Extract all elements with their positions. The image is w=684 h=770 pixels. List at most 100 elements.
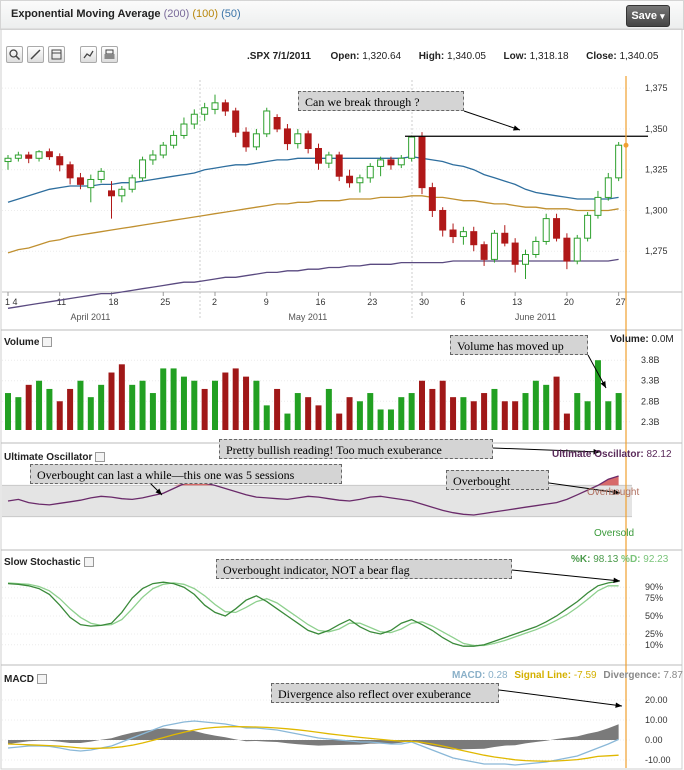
arrow-break-head: [513, 125, 520, 131]
candle-body-41: [428, 187, 436, 211]
stochastic-label: Slow Stochastic: [4, 557, 81, 568]
candle-body-27: [283, 128, 291, 145]
candle-body-34: [356, 177, 364, 184]
volume-panel-label: Volume: [4, 337, 53, 348]
x-tick-label-6: 16: [316, 297, 326, 307]
ema50-line: [7, 155, 619, 203]
volume-bar-8: [87, 397, 94, 430]
x-tick-label-7: 23: [367, 297, 377, 307]
volume-bar-57: [594, 360, 601, 430]
indicator-title: Exponential Moving Average (200) (100) (…: [11, 8, 241, 20]
volume-bar-23: [243, 376, 250, 430]
ultimate-line: [7, 475, 619, 516]
candle-body-10: [108, 190, 115, 197]
candle-body-1: [14, 154, 22, 159]
arrow-bullish-head: [593, 449, 600, 455]
volume-bar-5: [56, 401, 63, 430]
candle-body-14: [149, 154, 157, 161]
ultimate-label: Ultimate Oscillator: [4, 452, 93, 463]
volume-bar-22: [232, 368, 239, 430]
candle-body-55: [573, 237, 581, 262]
annotation-overbought: Overbought: [446, 470, 549, 490]
macd-settings-icon[interactable]: [37, 674, 47, 685]
volume-bar-59: [615, 393, 622, 430]
candle-body-33: [346, 175, 354, 184]
volume-bar-20: [212, 380, 218, 430]
candle-body-31: [325, 154, 333, 164]
d-value: 92.23: [643, 554, 669, 565]
ema-title: Exponential Moving Average: [11, 8, 161, 20]
x-tick-label-1: 11: [57, 297, 66, 307]
ema-param-200[interactable]: (200): [163, 8, 190, 20]
candle-body-0: [4, 157, 12, 163]
zoom-icon[interactable]: [6, 46, 23, 63]
print-icon[interactable]: [101, 46, 118, 63]
chevron-down-icon: ▾: [660, 11, 665, 21]
macd-panel-label: MACD: [4, 674, 47, 685]
volume-bar-38: [398, 397, 405, 430]
arrow-stochastic-head: [613, 577, 620, 584]
volume-bar-51: [532, 380, 539, 430]
candle-body-39: [408, 136, 416, 159]
stochastic-panel-label: Slow Stochastic: [4, 557, 94, 568]
x-tick-label-12: 27: [616, 297, 626, 307]
low-label: Low:: [503, 51, 527, 62]
sto-y-tick-0: 90%: [645, 582, 663, 592]
annotation-break-through: Can we break through ?: [298, 91, 464, 111]
candle-body-48: [501, 232, 509, 244]
candle-body-19: [201, 107, 209, 115]
divergence-readout-label: Divergence:: [603, 670, 661, 681]
chart-type-icon[interactable]: [80, 46, 97, 63]
volume-bar-55: [574, 393, 581, 430]
volume-bar-27: [284, 413, 291, 430]
arrow-volume-head: [600, 381, 606, 388]
main-y-tick-2: 1,325: [645, 165, 668, 175]
candle-body-2: [25, 154, 33, 159]
arrow-break-shaft: [463, 110, 521, 131]
ema-param-50[interactable]: (50): [221, 8, 241, 20]
ult-neutral-band: [2, 485, 632, 517]
ema-param-100[interactable]: (100): [192, 8, 219, 20]
draw-icon[interactable]: [27, 46, 44, 63]
symbol-date: .SPX 7/1/2011: [247, 51, 311, 62]
volume-bar-58: [605, 401, 612, 430]
volume-bar-32: [336, 413, 343, 430]
candle-body-56: [584, 214, 592, 239]
stochastic-settings-icon[interactable]: [83, 557, 94, 568]
volume-bar-19: [201, 388, 208, 430]
open-label: Open:: [330, 51, 360, 62]
volume-bar-2: [25, 384, 32, 430]
candle-body-57: [594, 196, 602, 216]
volume-bar-7: [77, 380, 84, 430]
chart-frame: [0, 28, 683, 770]
x-tick-label-10: 13: [512, 297, 522, 307]
ohlc-readout: .SPX 7/1/2011 Open: 1,320.64 High: 1,340…: [247, 51, 667, 62]
candle-body-18: [190, 113, 198, 125]
ultimate-settings-icon[interactable]: [95, 452, 106, 463]
candle-body-8: [87, 178, 95, 189]
sto-y-tick-4: 10%: [645, 640, 663, 650]
candle-body-43: [449, 229, 457, 238]
candle-body-9: [97, 170, 105, 180]
x-tick-label-2: 18: [109, 297, 119, 307]
candle-body-28: [294, 133, 302, 145]
main-y-tick-0: 1,375: [645, 83, 668, 93]
overbought-label: Overbought: [587, 487, 640, 498]
x-tick-label-4: 2: [212, 297, 217, 307]
volume-bar-49: [512, 401, 519, 430]
table-icon[interactable]: [48, 46, 65, 63]
candle-body-16: [170, 134, 178, 146]
sto-y-tick-2: 50%: [645, 611, 663, 621]
volume-settings-icon[interactable]: [42, 337, 53, 348]
macd-readout-label: MACD:: [452, 670, 486, 681]
vol-y-tick-3: 2.3B: [641, 417, 660, 427]
close-label: Close:: [586, 51, 617, 62]
save-button[interactable]: Save ▾: [626, 5, 670, 27]
signal-line: [7, 725, 619, 762]
macd-y-tick-2: 0.00: [645, 735, 663, 745]
volume-bar-39: [408, 393, 415, 430]
macd-readout: MACD: 0.28 Signal Line: -7.59 Divergence…: [452, 670, 683, 681]
macd-y-tick-1: 10.00: [645, 715, 668, 725]
candle-body-47: [490, 232, 498, 260]
